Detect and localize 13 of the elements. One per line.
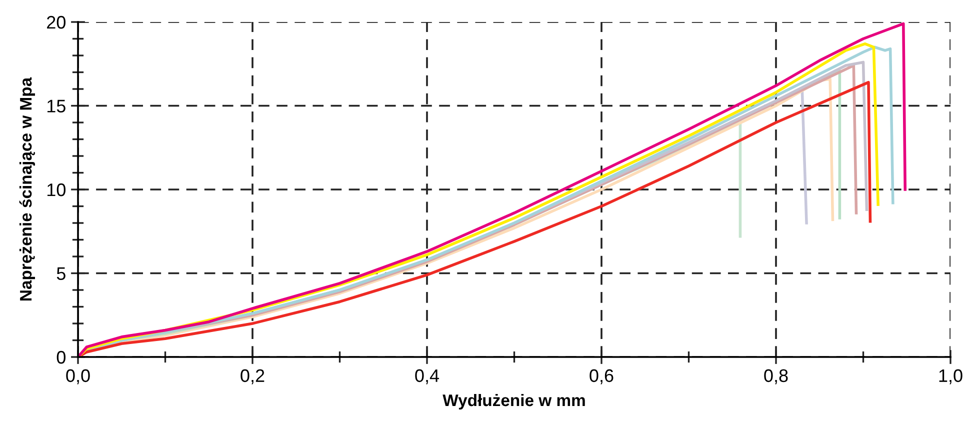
x-tick-label: 0,2 xyxy=(240,369,264,384)
x-tick-label: 1,0 xyxy=(939,369,962,384)
x-tick-label: 0,4 xyxy=(415,369,440,384)
y-tick-label: 5 xyxy=(56,267,66,280)
y-tick-label: 10 xyxy=(47,183,66,196)
x-tick-label: 0,0 xyxy=(66,369,90,384)
y-axis-title: Naprężenie ścinające w Mpa xyxy=(19,77,35,300)
x-axis-title: Wydłużenie w mm xyxy=(442,394,585,410)
y-tick-label: 0 xyxy=(56,350,66,364)
x-tick-label: 0,6 xyxy=(590,369,614,384)
x-tick-label: 0,8 xyxy=(764,369,788,384)
y-tick-label: 15 xyxy=(47,100,66,112)
y-tick-label: 20 xyxy=(47,16,66,29)
